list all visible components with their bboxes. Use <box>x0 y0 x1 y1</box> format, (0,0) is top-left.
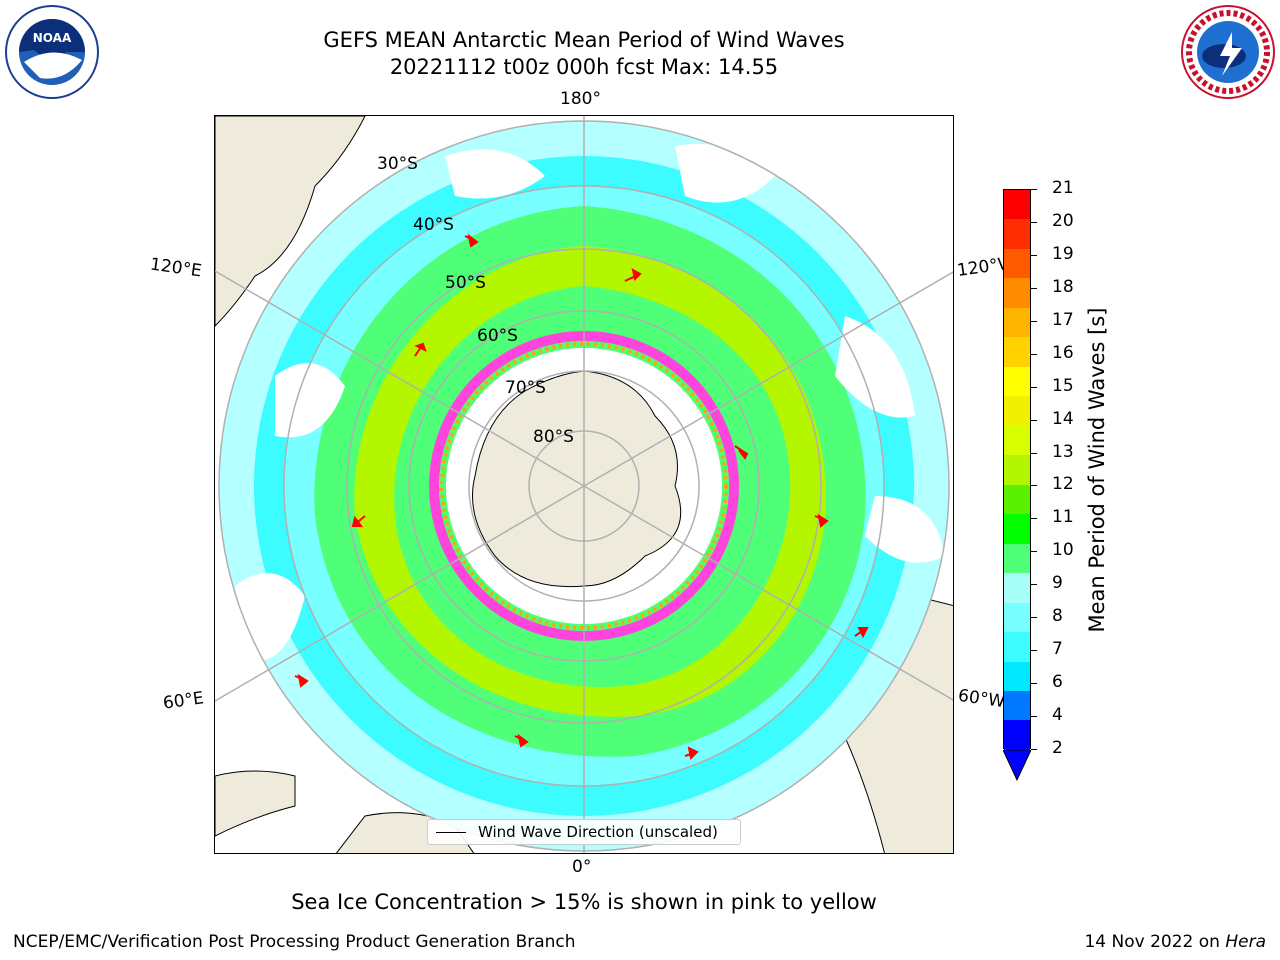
nws-logo <box>1181 5 1275 99</box>
colorbar-segment <box>1004 573 1030 603</box>
graticule <box>215 116 953 853</box>
colorbar-tick-mark <box>1031 452 1037 454</box>
colorbar-tick-label: 4 <box>1052 705 1063 726</box>
lon-label-60w: 60°W <box>956 685 1007 713</box>
colorbar-segment <box>1004 190 1030 220</box>
noaa-logo: NOAA <box>5 5 99 99</box>
colorbar-segment <box>1004 690 1030 721</box>
legend-line-icon <box>436 832 466 833</box>
lon-label-60e: 60°E <box>161 688 206 714</box>
lat-label-30s: 30°S <box>377 154 418 174</box>
colorbar <box>1003 189 1031 750</box>
colorbar-tick-label: 13 <box>1052 441 1074 462</box>
footer-date: 14 Nov 2022 on Hera <box>1084 932 1266 952</box>
colorbar-segment <box>1004 425 1030 456</box>
wave-direction-arrows <box>294 233 869 761</box>
lon-label-180: 180° <box>560 89 601 109</box>
lat-label-60s: 60°S <box>477 326 518 346</box>
colorbar-tick-label: 20 <box>1052 210 1074 231</box>
colorbar-tick-label: 11 <box>1052 507 1074 528</box>
colorbar-segment <box>1004 396 1030 426</box>
colorbar-segment <box>1004 278 1030 308</box>
colorbar-segment <box>1004 632 1030 662</box>
colorbar-segment <box>1004 248 1030 279</box>
colorbar-tick-mark <box>1031 386 1037 388</box>
colorbar-tick-mark <box>1031 189 1037 190</box>
lat-label-80s: 80°S <box>533 427 574 447</box>
colorbar-extend-min <box>1003 750 1031 782</box>
colorbar-segment <box>1004 720 1030 750</box>
colorbar-segment <box>1004 514 1030 544</box>
colorbar-tick-mark <box>1031 716 1037 718</box>
colorbar-segment <box>1004 337 1030 367</box>
colorbar-tick-mark <box>1031 221 1037 223</box>
colorbar-segment <box>1004 366 1030 397</box>
footer-machine: Hera <box>1225 932 1266 952</box>
colorbar-tick-mark <box>1031 254 1037 256</box>
colorbar-tick-label: 12 <box>1052 474 1074 495</box>
colorbar-tick-label: 2 <box>1052 738 1063 758</box>
lon-label-0: 0° <box>572 857 592 877</box>
colorbar-tick-label: 14 <box>1052 408 1074 429</box>
colorbar-tick-label: 6 <box>1052 672 1063 693</box>
colorbar-tick-label: 16 <box>1052 342 1074 363</box>
colorbar-tick-mark <box>1031 419 1037 421</box>
colorbar-segment <box>1004 484 1030 515</box>
colorbar-tick-label: 9 <box>1052 573 1063 594</box>
sea-ice-note: Sea Ice Concentration > 15% is shown in … <box>291 890 877 914</box>
lon-label-120e: 120°E <box>148 254 203 282</box>
colorbar-tick-label: 7 <box>1052 639 1063 660</box>
colorbar-segment <box>1004 602 1030 633</box>
colorbar-tick-mark <box>1031 650 1037 652</box>
colorbar-segment <box>1004 219 1030 249</box>
colorbar-segment <box>1004 307 1030 338</box>
lat-label-70s: 70°S <box>505 378 546 398</box>
chart-title: GEFS MEAN Antarctic Mean Period of Wind … <box>323 28 845 52</box>
chart-subtitle: 20221112 t00z 000h fcst Max: 14.55 <box>389 55 779 79</box>
colorbar-tick-mark <box>1031 320 1037 322</box>
colorbar-tick-label: 19 <box>1052 243 1074 264</box>
colorbar-segment <box>1004 543 1030 574</box>
lat-label-40s: 40°S <box>413 215 454 235</box>
map-legend: Wind Wave Direction (unscaled) <box>427 819 741 845</box>
colorbar-tick-mark <box>1031 749 1037 750</box>
lat-label-50s: 50°S <box>445 273 486 293</box>
colorbar-tick-label: 21 <box>1052 178 1074 198</box>
footer-branch: NCEP/EMC/Verification Post Processing Pr… <box>13 932 576 952</box>
colorbar-tick-mark <box>1031 683 1037 685</box>
colorbar-tick-label: 10 <box>1052 540 1074 561</box>
colorbar-tick-label: 8 <box>1052 606 1063 627</box>
colorbar-tick-mark <box>1031 518 1037 520</box>
colorbar-segment <box>1004 661 1030 691</box>
colorbar-tick-label: 15 <box>1052 375 1074 396</box>
colorbar-tick-mark <box>1031 617 1037 619</box>
map-panel: 30°S 40°S 50°S 60°S 70°S 80°S <box>214 115 954 854</box>
legend-label: Wind Wave Direction (unscaled) <box>478 823 718 841</box>
colorbar-tick-label: 17 <box>1052 309 1074 330</box>
noaa-logo-text: NOAA <box>33 31 72 45</box>
colorbar-tick-mark <box>1031 353 1037 355</box>
colorbar-tick-mark <box>1031 287 1037 289</box>
colorbar-segment <box>1004 455 1030 485</box>
colorbar-tick-mark <box>1031 584 1037 586</box>
colorbar-tick-label: 18 <box>1052 276 1074 297</box>
colorbar-tick-mark <box>1031 485 1037 487</box>
footer-date-text: 14 Nov 2022 on <box>1084 932 1220 952</box>
colorbar-label: Mean Period of Wind Waves [s] <box>1085 307 1109 633</box>
colorbar-tick-mark <box>1031 551 1037 553</box>
